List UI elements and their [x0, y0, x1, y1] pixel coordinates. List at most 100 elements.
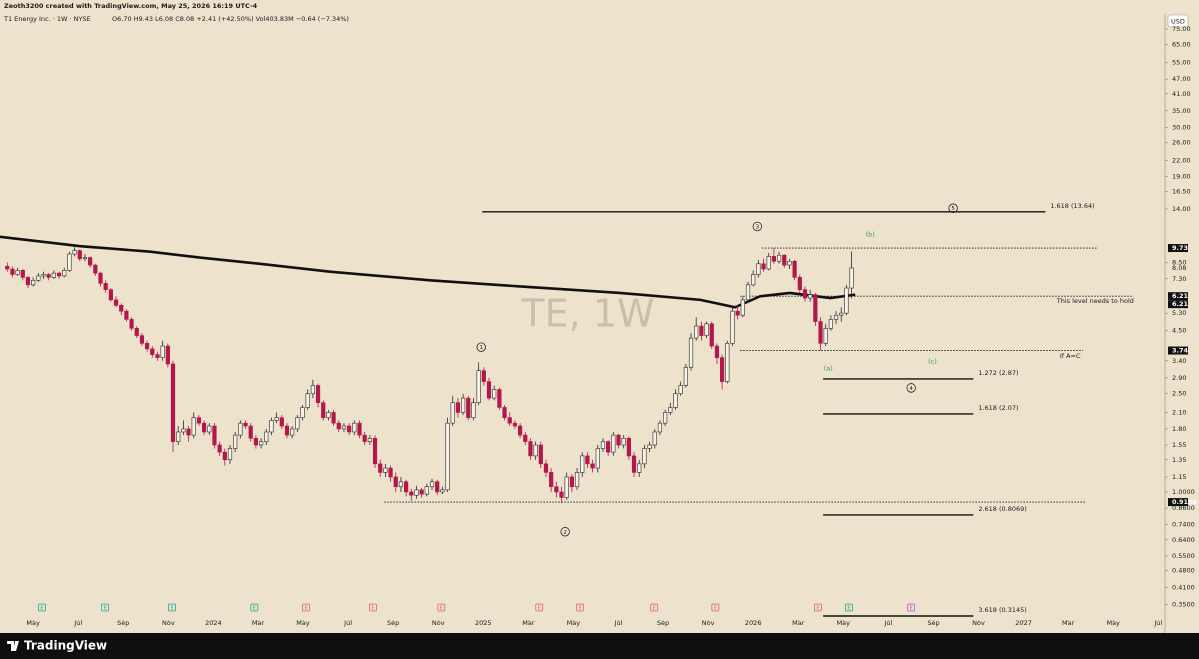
- candle-body: [699, 325, 704, 336]
- candle-body: [404, 481, 409, 493]
- candle-body: [590, 463, 595, 469]
- candle-body: [626, 437, 631, 457]
- y-tick-label: 0.4800: [1172, 567, 1195, 575]
- wave-label: (c): [928, 358, 937, 366]
- event-marker: [38, 603, 46, 612]
- fib-label: 3.618 (0.3145): [978, 606, 1027, 614]
- candle-body: [445, 422, 450, 491]
- candle-body: [155, 354, 160, 358]
- symbol-title: T1 Energy Inc. · 1W · NYSE: [3, 15, 91, 23]
- x-tick-label: May: [567, 619, 581, 627]
- candle-body: [134, 328, 139, 336]
- candle-body: [776, 254, 782, 262]
- candle-body: [372, 437, 378, 465]
- candle-body: [15, 270, 20, 275]
- candle-body: [569, 476, 574, 488]
- candle-body: [129, 319, 134, 329]
- note: If A=C: [1060, 352, 1081, 360]
- x-tick-label: Nov: [702, 619, 715, 627]
- y-tick-label: 35.00: [1172, 107, 1191, 115]
- x-tick-label: May: [296, 619, 310, 627]
- candle-body: [398, 481, 404, 488]
- candle-body: [5, 266, 10, 270]
- candle-body: [31, 280, 36, 286]
- candle-body: [222, 451, 227, 461]
- candle-body: [315, 385, 321, 403]
- wave-label: 5: [951, 206, 955, 212]
- candle-body: [621, 437, 626, 446]
- candle-body: [533, 444, 538, 457]
- y-tick-label: 16.50: [1172, 187, 1191, 195]
- currency[interactable]: USD: [1171, 18, 1185, 26]
- event-label: E: [910, 605, 913, 611]
- fib-label: 2.618 (0.8069): [978, 505, 1027, 513]
- watermark: TE, 1W: [520, 292, 654, 336]
- price-tag: 0.9100: [1172, 498, 1198, 506]
- candle-body: [637, 463, 642, 473]
- x-tick-label: Mar: [1062, 619, 1075, 627]
- event-label: E: [816, 605, 819, 611]
- x-tick-label: Jul: [73, 619, 82, 627]
- candle-body: [435, 481, 440, 493]
- candle-body: [414, 489, 419, 496]
- x-tick-label: 2027: [1015, 619, 1032, 627]
- candle-body: [606, 441, 611, 453]
- fib-label: 1.618 (13.64): [1050, 202, 1094, 210]
- candle-body: [46, 274, 51, 278]
- y-tick-label: 1.0000: [1172, 488, 1195, 496]
- candle-body: [792, 260, 797, 278]
- wave-label: (b): [866, 230, 875, 238]
- y-tick-label: 55.00: [1172, 58, 1191, 66]
- candle-body: [393, 476, 398, 488]
- candle-body: [720, 357, 725, 382]
- candle-body: [88, 257, 93, 266]
- wave-circle: [476, 342, 486, 352]
- price-tag: 3.74: [1172, 347, 1189, 355]
- candle-body: [160, 345, 165, 358]
- candle-body: [119, 305, 124, 312]
- x-tick-label: May: [837, 619, 851, 627]
- candle-body: [212, 425, 217, 446]
- footer-bar: [0, 633, 1199, 659]
- y-tick-label: 7.30: [1172, 275, 1186, 283]
- candle-body: [574, 472, 580, 488]
- x-tick-label: Mar: [522, 619, 535, 627]
- candle-body: [25, 277, 31, 286]
- candle-body: [258, 441, 264, 446]
- candle-body: [839, 312, 844, 316]
- candle-body: [823, 328, 828, 344]
- candle-body: [797, 277, 802, 290]
- credit: Zeoth3200 created with TradingView.com, …: [4, 2, 258, 10]
- y-tick-label: 2.90: [1172, 374, 1186, 382]
- candle-body: [486, 381, 492, 399]
- event-marker: [250, 603, 259, 612]
- x-tick-label: May: [26, 619, 40, 627]
- note: This level needs to hold: [1056, 297, 1134, 305]
- candle-body: [217, 444, 222, 453]
- candle-body: [844, 287, 849, 314]
- wave-circle: [948, 203, 958, 213]
- candle-body: [196, 417, 202, 424]
- candle-body: [528, 441, 533, 457]
- candle-body: [388, 467, 393, 478]
- candle-body: [730, 310, 735, 344]
- candle-body: [321, 402, 326, 418]
- y-tick-label: 8.50: [1172, 259, 1186, 267]
- candle-body: [538, 444, 543, 465]
- candle-body: [357, 422, 362, 436]
- candle-body: [471, 402, 476, 418]
- y-tick-label: 0.7400: [1172, 520, 1195, 528]
- currency-box[interactable]: [1167, 14, 1189, 28]
- x-tick-label: 2025: [475, 619, 492, 627]
- candle-body: [20, 270, 25, 278]
- candle-body: [165, 345, 170, 365]
- brand-logo[interactable]: [7, 641, 19, 651]
- wave-circle: [752, 221, 763, 232]
- wave-label: 3: [756, 224, 760, 230]
- candle-body: [243, 422, 248, 427]
- candle-body: [440, 489, 445, 493]
- candle-body: [492, 389, 497, 399]
- candle-body: [631, 455, 637, 473]
- brand[interactable]: TradingView: [24, 639, 107, 653]
- candle-body: [683, 366, 688, 386]
